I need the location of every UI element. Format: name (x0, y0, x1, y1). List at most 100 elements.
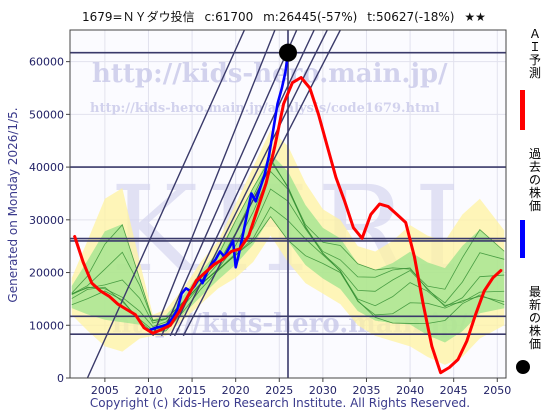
x-tick-label-3: 2020 (222, 384, 250, 397)
y-tick-label-5: 50000 (29, 108, 64, 121)
current-price: c:61700 (204, 10, 254, 24)
x-tick-label-5: 2030 (309, 384, 337, 397)
x-tick-label-4: 2025 (265, 384, 293, 397)
target-info: t:50627(-18%) (367, 10, 455, 24)
ai-forecast-point-37 (396, 213, 398, 216)
ai-forecast-point-34 (370, 213, 372, 216)
ai-forecast-point-15 (204, 271, 206, 274)
past-price-point-24 (254, 200, 257, 203)
past-price-point-25 (259, 187, 261, 189)
ai-forecast-point-40 (422, 303, 424, 305)
past-price-point-4 (172, 316, 174, 319)
ai-forecast-point-47 (483, 290, 486, 292)
x-tick-label-9: 2050 (483, 384, 511, 397)
past-price-point-5 (176, 308, 179, 311)
ai-forecast-point-6 (125, 308, 128, 311)
prediction-line-2 (71, 188, 505, 328)
ai-forecast-point-12 (178, 311, 180, 313)
ai-forecast-point-19 (239, 248, 241, 250)
ai-forecast-point-4 (108, 295, 111, 298)
copyright-footer: Copyright (c) Kids-Hero Research Institu… (89, 396, 471, 410)
ai-forecast-point-24 (282, 103, 285, 105)
ai-forecast-point-39 (413, 255, 416, 258)
ai-forecast-point-7 (134, 313, 137, 316)
chart-header: 1679=ＮＹダウ投信 c:61700 m:26445(-57%) t:5062… (82, 8, 492, 25)
past-price-point-2 (160, 325, 163, 328)
watermark-url-large: http://kids-hero.main.jp/ (92, 59, 448, 89)
ai-forecast-point-28 (317, 113, 320, 116)
x-tick-label-1: 2010 (134, 384, 162, 397)
past-price-point-28 (272, 129, 274, 131)
ai-forecast-point-8 (143, 327, 145, 329)
ai-forecast-point-44 (457, 358, 459, 361)
ai-forecast-point-45 (465, 340, 468, 342)
max-info: m:26445(-57%) (263, 10, 358, 24)
legend-latest-price-label: 最新の株価 (529, 285, 542, 351)
plot-area: http://kids-hero.main.jp/http://kids-her… (70, 30, 506, 378)
y-tick-label-1: 10000 (29, 319, 64, 332)
past-price-point-7 (185, 287, 187, 290)
past-price-point-31 (284, 71, 287, 73)
ai-forecast-point-31 (343, 200, 346, 203)
past-price-point-29 (276, 103, 279, 105)
past-price-point-1 (154, 327, 157, 329)
x-tick-label-0: 2005 (91, 384, 119, 397)
past-price-point-23 (250, 192, 253, 195)
legend-ai-forecast-swatch (520, 90, 525, 130)
past-price-point-15 (219, 250, 221, 253)
ai-forecast-point-36 (387, 205, 390, 208)
ai-forecast-point-20 (247, 234, 250, 237)
rating-stars: ★★ (464, 10, 486, 24)
past-price-point-26 (263, 174, 266, 176)
ai-forecast-point-0 (73, 234, 76, 237)
ai-forecast-point-32 (352, 226, 355, 229)
y-tick-label-4: 40000 (29, 161, 64, 174)
ai-forecast-point-2 (91, 282, 93, 284)
y-tick-label-0: 0 (57, 372, 64, 385)
past-price-point-18 (232, 240, 234, 242)
past-price-point-22 (246, 213, 248, 216)
y-tick-label-3: 30000 (29, 214, 64, 227)
ai-forecast-point-23 (274, 145, 276, 147)
diagonal-trend-line-3 (174, 30, 328, 337)
watermark-url-small: http://kids-hero.main.jp/analysis/code16… (90, 101, 440, 116)
ai-forecast-point-22 (265, 182, 268, 184)
ai-forecast-point-46 (474, 313, 477, 316)
diagonal-trend-line-1 (160, 30, 298, 337)
ai-forecast-point-41 (431, 345, 433, 348)
legend-past-price-swatch (520, 220, 525, 258)
past-price-point-14 (214, 258, 217, 261)
generated-date-text: Generated on Monday 2026/1/5. (6, 107, 20, 303)
ai-forecast-point-18 (230, 250, 233, 253)
ai-forecast-series (72, 76, 503, 375)
legend-ai-forecast-label: ＡＩ予測 (529, 27, 542, 80)
past-price-point-3 (166, 323, 169, 326)
ai-forecast-point-49 (500, 269, 503, 271)
ai-forecast-point-42 (439, 371, 442, 374)
ai-forecast-point-16 (213, 263, 215, 266)
past-price-point-27 (268, 155, 270, 158)
diagonal-trend-line-5 (86, 30, 246, 378)
past-price-point-21 (241, 234, 244, 237)
prediction-line-5 (71, 157, 505, 321)
past-price-point-17 (227, 248, 230, 250)
past-price-point-11 (201, 282, 204, 284)
legend-latest-price-marker (516, 360, 530, 374)
ai-forecast-point-29 (326, 145, 329, 147)
prediction-band-inner (71, 153, 505, 343)
ai-forecast-point-48 (492, 277, 494, 279)
ai-forecast-point-11 (169, 324, 172, 327)
legend: ＡＩ予測 過去の株価 最新の株価 (516, 28, 546, 378)
x-tick-label-6: 2035 (352, 384, 380, 397)
past-price-point-6 (180, 292, 183, 295)
ai-forecast-point-9 (152, 332, 154, 334)
ai-forecast-point-43 (448, 366, 451, 369)
ai-forecast-point-30 (335, 176, 337, 179)
ai-forecast-point-38 (404, 221, 407, 224)
ai-forecast-point-17 (221, 258, 224, 261)
ai-forecast-point-35 (378, 203, 381, 205)
legend-past-price-label: 過去の株価 (529, 147, 542, 213)
ai-forecast-point-14 (195, 279, 198, 282)
x-tick-label-8: 2045 (440, 384, 468, 397)
